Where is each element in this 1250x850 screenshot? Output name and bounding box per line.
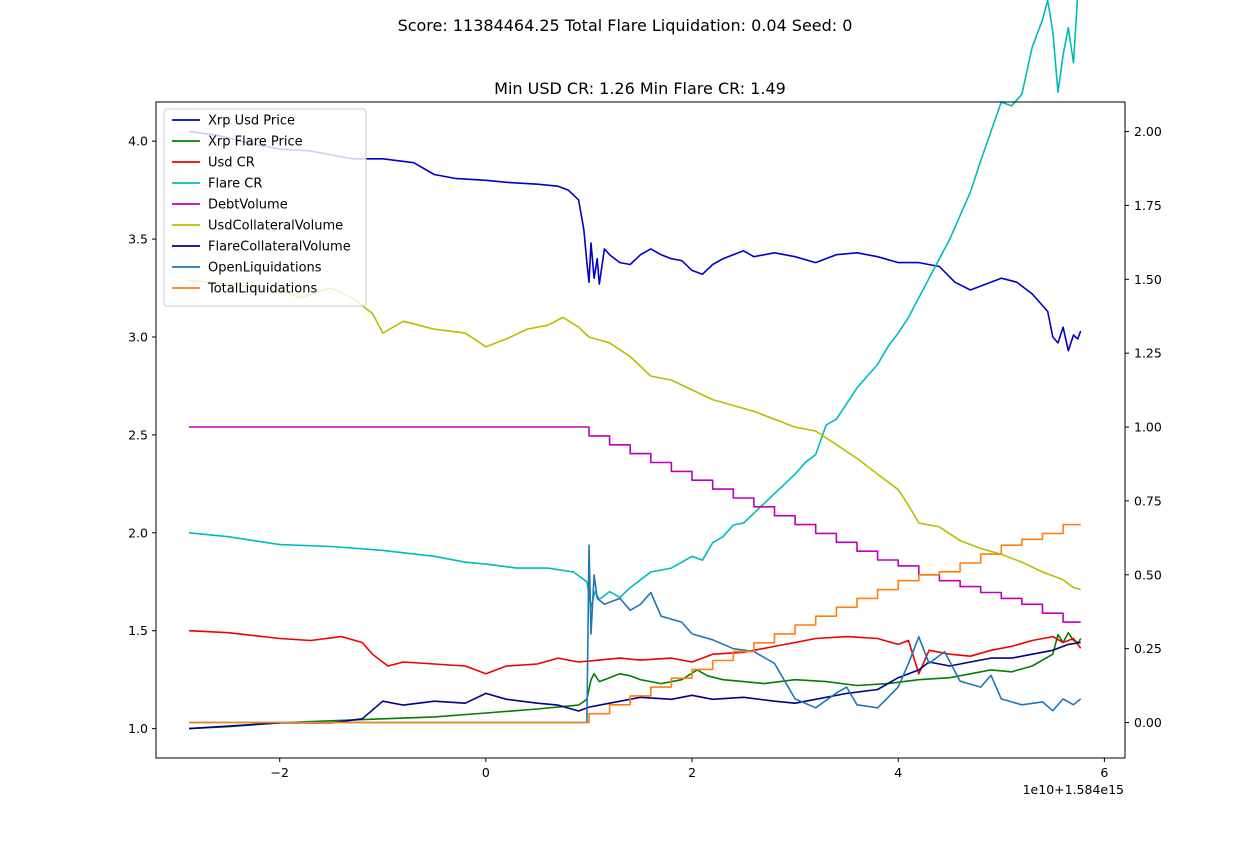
series-line-flarecollateralvolume <box>188 641 1081 730</box>
y-left-tick-label: 2.5 <box>128 427 148 442</box>
axes-frame <box>155 101 1126 759</box>
series-line-debtvolume <box>189 426 1081 623</box>
legend-entry: TotalLiquidations <box>207 282 317 297</box>
legend-entry: Flare CR <box>208 177 262 192</box>
y-left-tick-label: 1.0 <box>128 721 148 736</box>
y-right-tick-label: 1.75 <box>1134 198 1162 213</box>
y-left-tick-label: 1.5 <box>128 623 148 638</box>
y-right-tick-label: 0.25 <box>1134 641 1162 656</box>
y-axis-left: 1.0 1.5 2.0 2.5 3.0 3.5 4.0 <box>128 134 156 736</box>
series-line-xrp-flare-price <box>188 631 1082 730</box>
y-right-tick-label: 1.25 <box>1134 346 1162 361</box>
x-axis: −2 0 2 4 6 <box>270 758 1108 780</box>
plot-series <box>188 0 1082 730</box>
y-right-tick-label: 1.00 <box>1134 420 1162 435</box>
legend-entry: Xrp Flare Price <box>208 135 303 150</box>
x-tick-label: 0 <box>482 765 490 780</box>
x-axis-offset-label: 1e10+1.584e15 <box>1023 782 1124 797</box>
legend-entry: UsdCollateralVolume <box>208 219 343 234</box>
y-right-tick-label: 0.00 <box>1134 715 1162 730</box>
y-left-tick-label: 3.5 <box>128 232 148 247</box>
x-tick-label: 2 <box>688 765 696 780</box>
legend-entry: OpenLiquidations <box>208 261 322 276</box>
series-line-usd-cr <box>188 629 1082 675</box>
series-line-totalliquidations <box>189 523 1081 724</box>
x-tick-label: 6 <box>1100 765 1108 780</box>
y-right-tick-label: 2.00 <box>1134 124 1162 139</box>
legend: Xrp Usd Price Xrp Flare Price Usd CR Flare … <box>163 108 367 307</box>
series-line-openliquidations <box>189 544 1082 724</box>
axes-title: Min USD CR: 1.26 Min Flare CR: 1.49 <box>494 79 786 98</box>
legend-entry: Xrp Usd Price <box>208 114 295 129</box>
y-left-tick-label: 4.0 <box>128 134 148 149</box>
figure-suptitle: Score: 11384464.25 Total Flare Liquidati… <box>398 16 853 35</box>
y-left-tick-label: 3.0 <box>128 329 148 344</box>
x-tick-label: −2 <box>270 765 288 780</box>
y-left-tick-label: 2.0 <box>128 525 148 540</box>
legend-entry: DebtVolume <box>208 198 288 213</box>
series-line-xrp-usd-price <box>188 130 1082 352</box>
y-axis-right: 0.00 0.25 0.50 0.75 1.00 1.25 1.50 1.75 2.00 <box>1125 124 1162 730</box>
legend-entry: FlareCollateralVolume <box>208 240 351 255</box>
x-tick-label: 4 <box>894 765 902 780</box>
series-line-flare-cr <box>188 0 1079 608</box>
y-right-tick-label: 0.75 <box>1134 493 1162 508</box>
legend-box <box>163 108 367 307</box>
y-right-tick-label: 0.50 <box>1134 567 1162 582</box>
legend-entry: Usd CR <box>208 156 255 171</box>
series-line-usdcollateralvolume <box>188 279 1081 591</box>
y-right-tick-label: 1.50 <box>1134 272 1162 287</box>
